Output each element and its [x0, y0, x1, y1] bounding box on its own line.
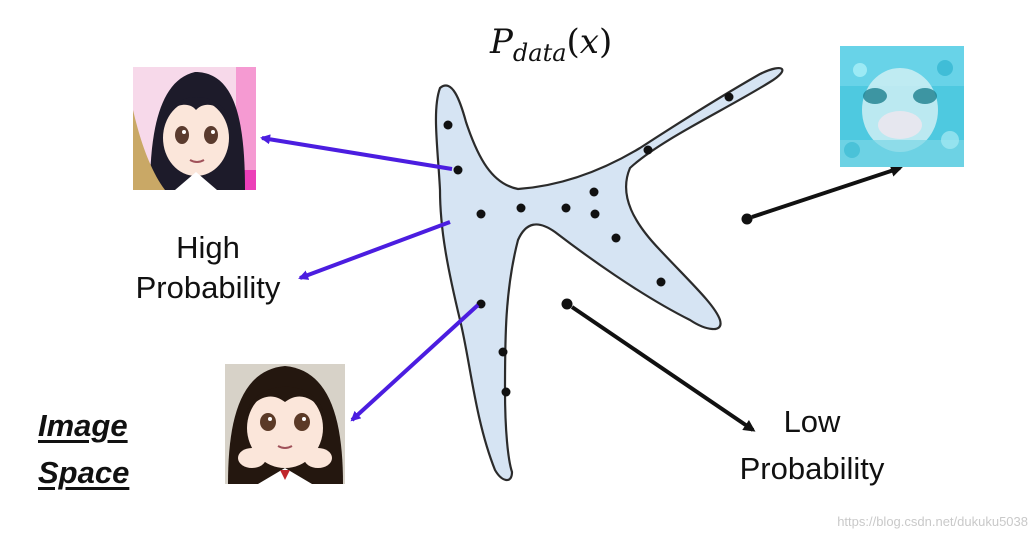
data-point — [561, 203, 571, 213]
image-space-label-line1: Image — [38, 408, 128, 443]
anime-character-portrait-1 — [133, 67, 256, 190]
formula-variable: x — [579, 22, 599, 62]
low-prob-arrow-to-noisy-image — [751, 165, 903, 219]
data-point — [476, 209, 486, 219]
data-point — [643, 145, 653, 155]
data-point — [589, 187, 599, 197]
low-probability-label-line2: Probability — [739, 451, 885, 486]
low-prob-arrow-to-label — [570, 305, 756, 432]
data-point — [656, 277, 666, 287]
high-probability-label-line1: High — [176, 230, 240, 265]
data-point — [443, 120, 453, 130]
high-probability-label: High Probability — [120, 228, 296, 308]
data-point — [611, 233, 621, 243]
formula-subscript: data — [512, 39, 567, 67]
low-probability-label-line1: Low — [783, 404, 841, 439]
image-space-label-line2: Space — [38, 455, 130, 490]
formula-open-paren: ( — [566, 22, 580, 62]
noisy-generated-image — [840, 46, 964, 167]
formula-symbol: P — [490, 22, 513, 62]
anime-character-portrait-2 — [225, 364, 345, 484]
formula-close-paren: ) — [598, 22, 613, 62]
high-prob-arrow-to-image-1 — [260, 134, 453, 171]
data-point — [590, 209, 600, 219]
data-distribution-region — [434, 66, 784, 482]
outside-point — [741, 213, 753, 225]
distribution-formula: Pdata(x) — [490, 22, 612, 67]
high-probability-label-line2: Probability — [135, 270, 281, 305]
high-prob-arrow-to-label — [298, 220, 451, 280]
outside-point — [561, 298, 573, 310]
data-point — [498, 347, 508, 357]
data-point — [724, 92, 734, 102]
low-probability-label: Low Probability — [724, 398, 900, 492]
data-point — [516, 203, 526, 213]
data-point — [501, 387, 511, 397]
high-prob-arrow-to-image-2 — [350, 303, 480, 422]
data-points — [443, 92, 734, 397]
data-point — [453, 165, 463, 175]
watermark: https://blog.csdn.net/dukuku5038 — [837, 514, 1028, 529]
